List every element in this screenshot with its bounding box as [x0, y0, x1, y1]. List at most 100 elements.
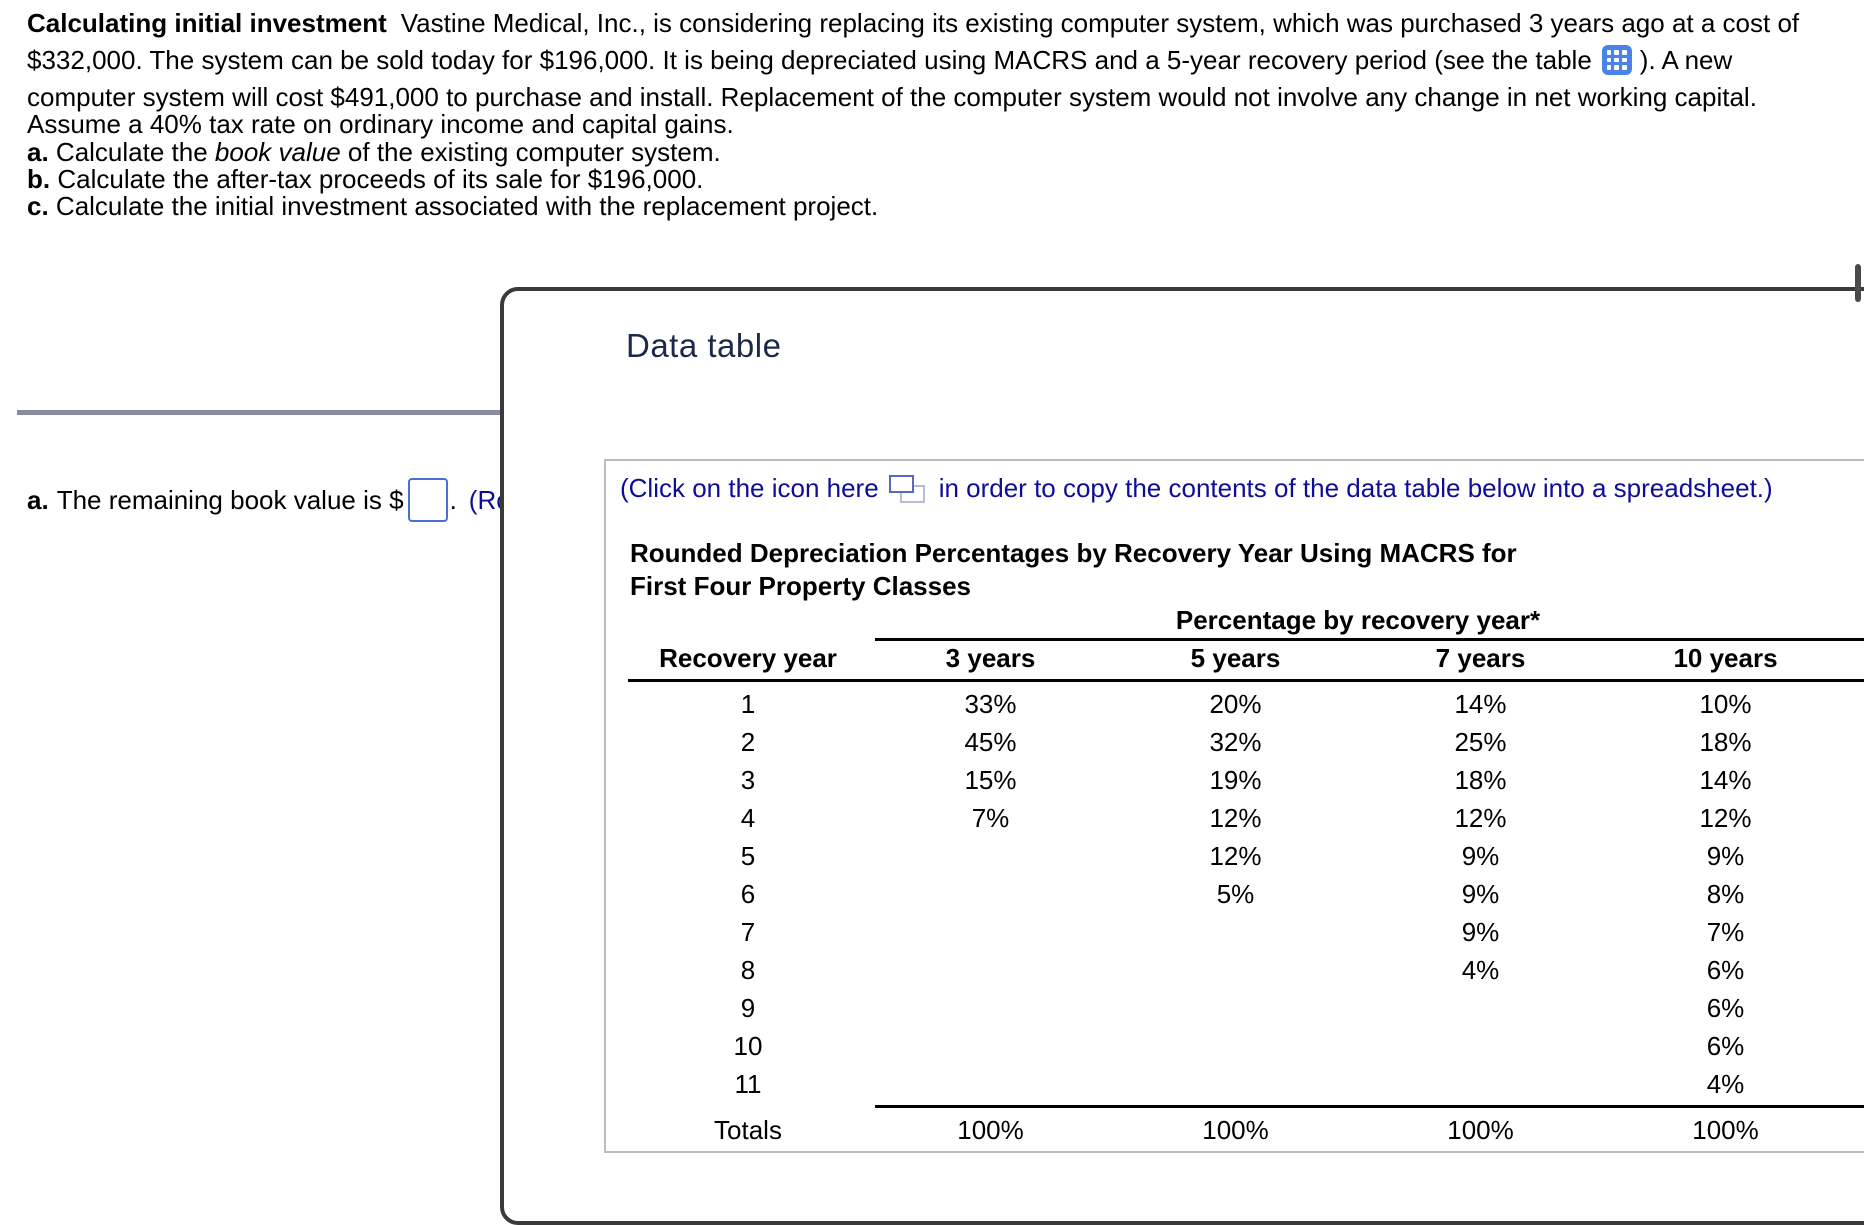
problem-line1-text: Vastine Medical, Inc., is considering re…	[400, 8, 1800, 38]
table-cell: 18%	[1454, 764, 1507, 795]
table-cell: 9%	[1461, 878, 1500, 909]
item-a-post: of the existing computer system.	[347, 137, 721, 167]
problem-item-c: c. Calculate the initial investment asso…	[27, 191, 878, 221]
table-cell: 6	[740, 878, 756, 909]
answer-line-a: a. The remaining book value is $ . (Ro	[27, 477, 511, 523]
totals-cell: 100%	[957, 1114, 1024, 1145]
book-value-input[interactable]	[407, 478, 448, 522]
problem-line2-text: $332,000. The system can be sold today f…	[27, 45, 1592, 75]
table-row: 1 33% 20% 14% 10%	[628, 685, 1848, 723]
table-cell: 10%	[1699, 688, 1752, 719]
table-row: 8 4% 6%	[628, 951, 1848, 989]
table-body: 1 33% 20% 14% 10% 2 45% 32% 25% 18% 3 15…	[628, 685, 1848, 1103]
spanner-header: Percentage by recovery year*	[1175, 605, 1541, 635]
totals-cell: 100%	[1202, 1114, 1269, 1145]
item-a-label: a.	[27, 137, 49, 167]
item-c-label: c.	[27, 191, 49, 221]
table-cell: 18%	[1699, 726, 1752, 757]
problem-title: Calculating initial investment	[27, 8, 387, 38]
table-cell: 32%	[1209, 726, 1262, 757]
item-a-italic: book value	[214, 137, 341, 167]
col-header-10-years: 10 years	[1673, 643, 1778, 673]
table-row: 10 6%	[628, 1027, 1848, 1065]
table-row: 3 15% 19% 18% 14%	[628, 761, 1848, 799]
problem-text-line1: Calculating initial investment Vastine Me…	[27, 8, 1799, 38]
table-cell: 25%	[1454, 726, 1507, 757]
totals-cell: 100%	[1692, 1114, 1759, 1145]
table-heading-line2: First Four Property Classes	[630, 571, 971, 601]
item-c-text: Calculate the initial investment associa…	[55, 191, 879, 221]
data-table-panel: (Click on the icon here in order to copy…	[604, 459, 1864, 1153]
table-heading: Rounded Depreciation Percentages by Reco…	[630, 537, 1517, 603]
answer-a-text: The remaining book value is $	[56, 484, 404, 515]
table-cell: 12%	[1454, 802, 1507, 833]
header-rule	[628, 679, 1864, 682]
scrollbar-thumb[interactable]	[1855, 264, 1861, 302]
table-cell: 14%	[1454, 688, 1507, 719]
table-cell: 7%	[1706, 916, 1745, 947]
problem-item-a: a. Calculate the book value of the exist…	[27, 137, 721, 167]
table-cell: 45%	[964, 726, 1017, 757]
column-header-row: Recovery year 3 years 5 years 7 years 10…	[628, 643, 1848, 674]
answer-a-period: .	[449, 484, 457, 515]
table-heading-line1: Rounded Depreciation Percentages by Reco…	[630, 538, 1517, 568]
table-cell: 4%	[1706, 1068, 1745, 1099]
table-cell: 2	[740, 726, 756, 757]
problem-text-line2: $332,000. The system can be sold today f…	[27, 42, 1732, 78]
table-cell: 33%	[964, 688, 1017, 719]
modal-title: Data table	[626, 327, 782, 364]
table-cell: 3	[740, 764, 756, 795]
item-b-label: b.	[27, 164, 51, 194]
table-row: 5 12% 9% 9%	[628, 837, 1848, 875]
problem-text-line4: Assume a 40% tax rate on ordinary income…	[27, 109, 734, 139]
table-cell: 6%	[1706, 992, 1745, 1023]
item-b-text: Calculate the after-tax proceeds of its …	[57, 164, 704, 194]
copy-to-spreadsheet-icon[interactable]	[888, 474, 925, 504]
data-table-icon[interactable]	[1601, 45, 1632, 75]
table-row: 9 6%	[628, 989, 1848, 1027]
totals-label: Totals	[714, 1114, 782, 1145]
table-cell: 19%	[1209, 764, 1262, 795]
table-row: 7 9% 7%	[628, 913, 1848, 951]
copy-instruction[interactable]: (Click on the icon here in order to copy…	[620, 473, 1773, 504]
section-divider	[17, 410, 509, 415]
totals-rule	[875, 1105, 1864, 1108]
table-cell: 8%	[1706, 878, 1745, 909]
table-cell: 5%	[1216, 878, 1255, 909]
table-cell: 6%	[1706, 954, 1745, 985]
table-cell: 7	[740, 916, 756, 947]
data-table-modal: Data table (Click on the icon here in or…	[500, 287, 1864, 1225]
table-row: 4 7% 12% 12% 12%	[628, 799, 1848, 837]
table-cell: 9%	[1706, 840, 1745, 871]
table-cell: 9	[740, 992, 756, 1023]
table-cell: 5	[740, 840, 756, 871]
col-header-recovery-year: Recovery year	[659, 643, 837, 673]
table-cell: 12%	[1209, 802, 1262, 833]
table-cell: 20%	[1209, 688, 1262, 719]
table-cell: 4	[740, 802, 756, 833]
copy-instruction-post: in order to copy the contents of the dat…	[938, 473, 1773, 503]
problem-line2-text-after: ). A new	[1639, 45, 1733, 75]
table-cell: 12%	[1699, 802, 1752, 833]
problem-text-line3: computer system will cost $491,000 to pu…	[27, 82, 1757, 112]
table-cell: 10	[733, 1030, 763, 1061]
table-cell: 15%	[964, 764, 1017, 795]
table-cell: 8	[740, 954, 756, 985]
item-a-pre: Calculate the	[55, 137, 208, 167]
table-cell: 9%	[1461, 840, 1500, 871]
totals-cell: 100%	[1447, 1114, 1514, 1145]
col-header-7-years: 7 years	[1435, 643, 1526, 673]
table-row: 11 4%	[628, 1065, 1848, 1103]
table-cell: 9%	[1461, 916, 1500, 947]
totals-row: Totals 100% 100% 100% 100%	[628, 1110, 1848, 1150]
spanner-rule	[875, 638, 1864, 641]
copy-instruction-pre: (Click on the icon here	[620, 473, 879, 503]
table-cell: 12%	[1209, 840, 1262, 871]
col-header-3-years: 3 years	[945, 643, 1036, 673]
table-cell: 1	[740, 688, 756, 719]
table-cell: 11	[734, 1068, 762, 1099]
table-cell: 7%	[971, 802, 1010, 833]
problem-item-b: b. Calculate the after-tax proceeds of i…	[27, 164, 703, 194]
table-cell: 6%	[1706, 1030, 1745, 1061]
col-header-5-years: 5 years	[1190, 643, 1281, 673]
